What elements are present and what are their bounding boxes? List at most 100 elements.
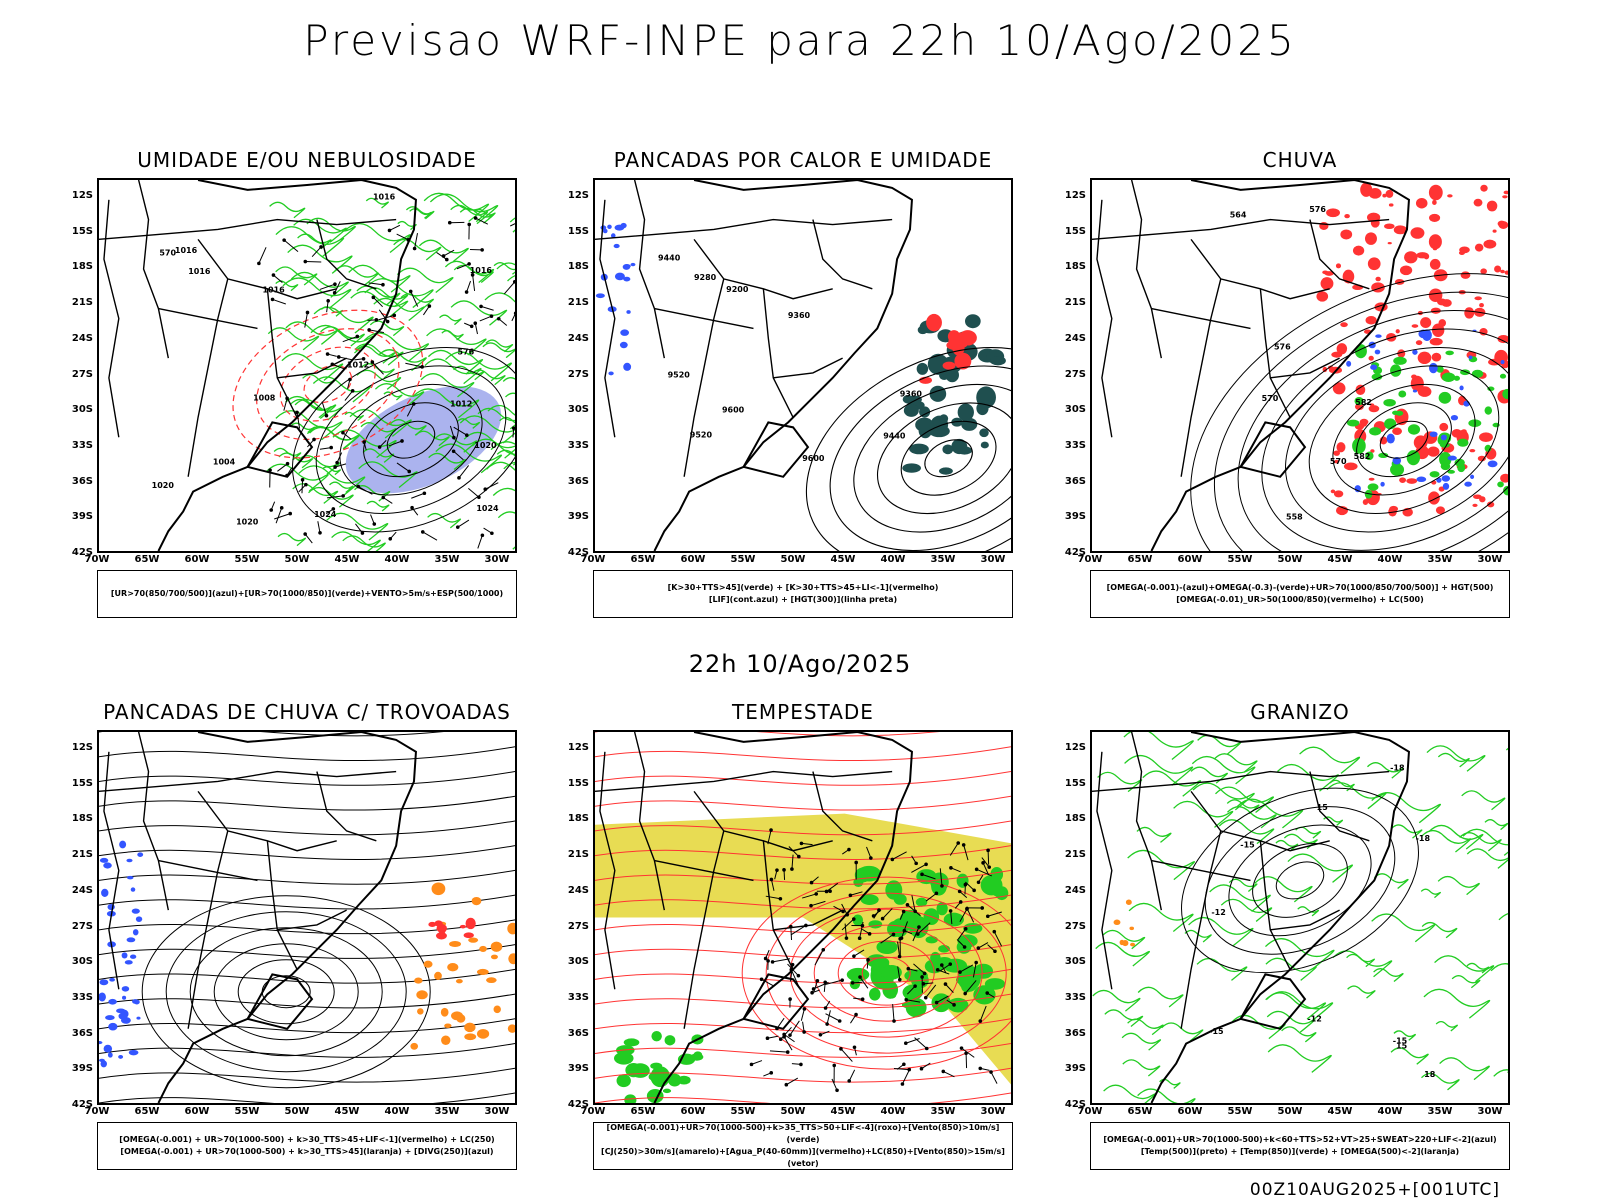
contour-line [1373, 968, 1404, 983]
uruguay-border [246, 973, 314, 1030]
wind-vector [269, 501, 276, 512]
wind-vector [355, 523, 365, 535]
wind-vector [303, 532, 313, 544]
contour-line [1462, 828, 1508, 856]
wind-vector [483, 527, 494, 536]
wind-vector [981, 861, 990, 876]
wind-vector [766, 959, 770, 970]
contour-line [420, 373, 475, 398]
streamline [595, 845, 1011, 860]
shaded-cell [1346, 419, 1360, 427]
latitude-label: 30S [1064, 404, 1086, 416]
divergence-shade [99, 840, 144, 1068]
border-line [158, 859, 258, 882]
latitude-label: 39S [71, 1063, 93, 1075]
shaded-cell [849, 979, 861, 990]
uruguay-border [1239, 421, 1307, 478]
state-borders [1092, 180, 1390, 477]
shaded-cell [1333, 450, 1340, 456]
shaded-cell [1450, 414, 1459, 421]
wind-vector [906, 984, 917, 995]
wind-vector [257, 247, 267, 266]
contour-line [1123, 732, 1194, 760]
wind-vector [976, 942, 989, 950]
wind-vector [847, 1069, 856, 1083]
shaded-cell [126, 858, 133, 863]
contour-line [805, 347, 1011, 551]
wind-vector [411, 491, 427, 499]
shaded-cell [1368, 188, 1382, 199]
shaded-cell [1378, 452, 1389, 459]
contour-line [383, 391, 403, 401]
streamline [595, 746, 1011, 762]
contour-line [1236, 798, 1304, 829]
contour-line [308, 486, 354, 508]
contour-label: -15 [1393, 1036, 1408, 1045]
longitude-label: 50W [284, 554, 310, 565]
wind-vector [919, 1062, 931, 1071]
latitude-label: 27S [1064, 920, 1086, 932]
latitude-label: 42S [567, 547, 589, 558]
shaded-cell [619, 341, 628, 349]
shaded-cell [1352, 437, 1366, 454]
shaded-cell [1428, 184, 1443, 201]
contour-line [1103, 1084, 1156, 1103]
contour-label: 1020 [236, 517, 259, 526]
shaded-cell [464, 1022, 476, 1033]
wind-vector [467, 222, 472, 240]
contour-label: 1024 [476, 504, 499, 513]
legend-line: [OMEGA(-0.01)_UR>50(1000/850)(vermelho) … [1176, 595, 1424, 604]
streamline [99, 894, 515, 910]
shaded-cell [133, 999, 140, 1005]
wind-vector [319, 445, 333, 450]
longitude-label: 60W [680, 554, 706, 565]
contour-line [1137, 986, 1184, 1008]
shaded-cell [1502, 388, 1508, 400]
contour-line [418, 239, 469, 263]
wind-vector [912, 925, 921, 942]
shaded-cell [1395, 329, 1400, 334]
shaded-cell [118, 1012, 128, 1020]
shaded-cell [1340, 229, 1353, 240]
contour-line [1466, 848, 1508, 869]
shaded-cell [1411, 374, 1417, 380]
shaded-cell [1344, 213, 1350, 219]
wind-vector [911, 862, 928, 873]
contour-line [1421, 829, 1472, 853]
wind-vector [282, 238, 299, 252]
shaded-cell [616, 1074, 631, 1088]
border-line [103, 751, 120, 990]
shaded-cell [620, 222, 627, 229]
contour-line [397, 220, 417, 231]
contour-line [509, 217, 515, 223]
shaded-cell [917, 325, 928, 335]
shaded-cell [122, 995, 127, 1000]
shaded-cell [931, 876, 947, 896]
shaded-cell [1463, 400, 1470, 407]
hgt-labels: 9600 9520 9440 9360 9280 9200 9520 9440 9360 9600 [658, 253, 922, 463]
longitude-label: 40W [1377, 1106, 1403, 1117]
contour-label: 564 [1230, 210, 1247, 219]
wind-vector [921, 982, 934, 986]
latitude-label: 30S [71, 956, 93, 968]
wind-vector [925, 891, 939, 902]
wind-vector [387, 224, 401, 233]
longitude-label: 45W [830, 1106, 856, 1117]
latitude-label: 33S [71, 439, 93, 451]
latitude-label: 12S [71, 190, 93, 201]
contour-line [444, 260, 495, 283]
border-line [1092, 218, 1390, 241]
wind-vector [271, 273, 283, 283]
shaded-cell [1500, 473, 1508, 483]
wind-vector [920, 872, 936, 880]
shaded-cell [1365, 451, 1374, 461]
contour-line [1102, 929, 1146, 950]
longitude-label: 70W [580, 1106, 606, 1117]
contour-line [393, 238, 442, 261]
shaded-cell [1474, 243, 1484, 252]
wind-vector [307, 437, 316, 448]
contour-line [297, 455, 341, 475]
shaded-cell [980, 874, 1003, 896]
wind-vector [464, 280, 472, 294]
shaded-cell [414, 977, 423, 984]
